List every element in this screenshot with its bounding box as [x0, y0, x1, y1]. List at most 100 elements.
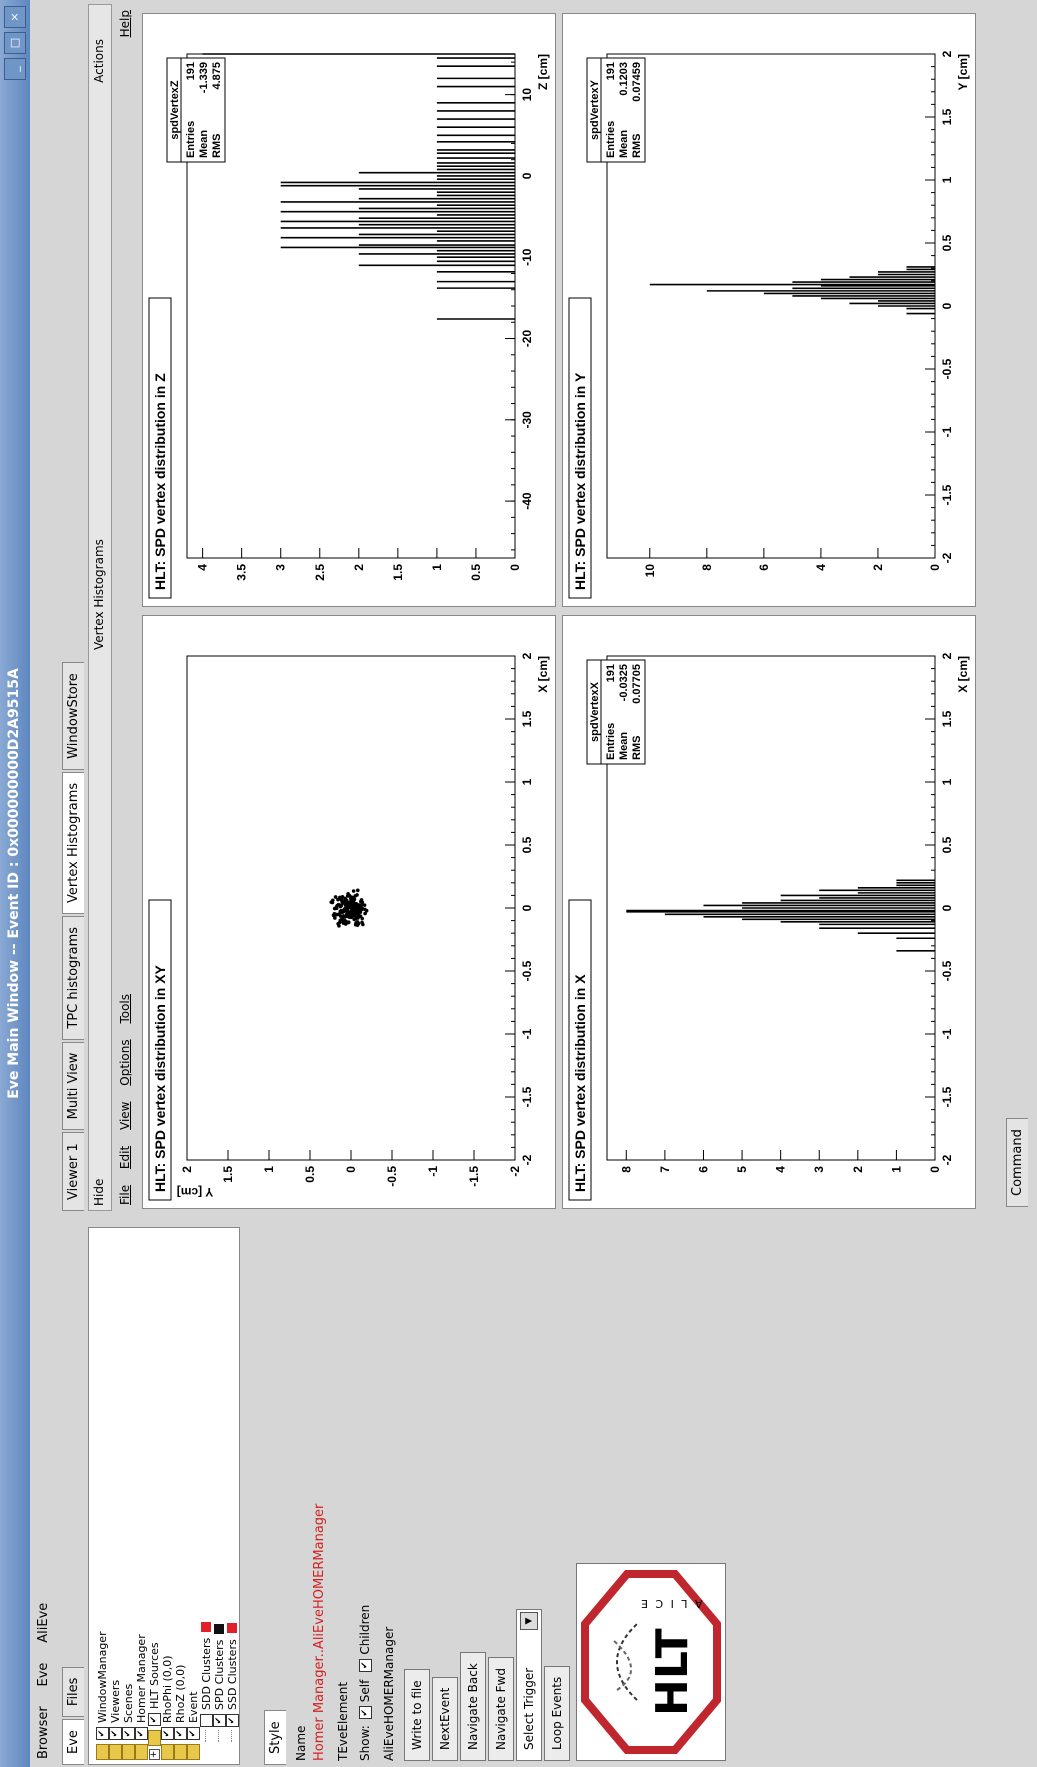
y-tick-label: 3 — [812, 1166, 826, 1173]
x-tick-label: -0.5 — [520, 960, 534, 981]
y-tick-label: 2 — [352, 564, 366, 571]
tab-multi-view[interactable]: Multi View — [62, 1041, 84, 1131]
x-tick-label: 1 — [940, 778, 954, 785]
menu-eve[interactable]: Eve — [36, 1662, 51, 1687]
canvas-menu-tools[interactable]: Tools — [118, 993, 132, 1024]
write-to-file-button[interactable]: Write to file — [404, 1669, 430, 1761]
select-trigger-dropdown[interactable]: Select Trigger ▼ — [516, 1609, 542, 1761]
scatter-point — [356, 921, 361, 926]
y-tick-label: 2 — [871, 564, 885, 571]
select-trigger-label: Select Trigger — [522, 1667, 536, 1750]
title-box — [148, 899, 172, 1201]
tree-item-checkbox[interactable]: ✔ — [225, 1714, 239, 1727]
hlt-logo-graphic — [581, 1570, 721, 1754]
pad-z[interactable]: HLT: SPD vertex distribution in Z -40 -30 -… — [142, 13, 556, 607]
close-button[interactable]: × — [4, 6, 26, 28]
y-tick-label: -0.5 — [385, 1166, 399, 1187]
tab-windowstore[interactable]: WindowStore — [62, 662, 84, 770]
chart-xy-scatter: HLT: SPD vertex distribution in XY -2 -1.5… — [148, 652, 550, 1201]
tab-tpc-histograms[interactable]: TPC histograms — [62, 915, 84, 1040]
stats-value: 4.875 — [211, 62, 223, 90]
color-swatch[interactable] — [227, 1623, 237, 1634]
x-tick-label: 1 — [940, 176, 954, 183]
chart-x-histogram: HLT: SPD vertex distribution in X -2 -1.5 -… — [568, 652, 970, 1201]
pad-y[interactable]: HLT: SPD vertex distribution in Y -2 -1.5 -… — [562, 13, 976, 607]
canvas-menu-file[interactable]: File — [118, 1184, 132, 1205]
logo-subtext: A L I C E — [639, 1597, 703, 1610]
scatter-point — [342, 907, 347, 911]
next-event-button[interactable]: NextEvent — [432, 1676, 458, 1761]
scatter-point — [332, 906, 337, 911]
scatter-point — [361, 922, 365, 927]
y-tick-label: 5 — [735, 1166, 749, 1173]
folder-icon — [186, 1744, 200, 1760]
x-tick-label: -1.5 — [940, 1086, 954, 1107]
scatter-point — [343, 902, 347, 906]
name-label: Name — [294, 1725, 308, 1761]
y-tick-label: 4 — [814, 564, 828, 571]
view-header: Hide Vertex Histograms Actions — [88, 4, 112, 1211]
tab-command[interactable]: Command — [1006, 1118, 1028, 1207]
x-tick-label: -1.5 — [940, 484, 954, 505]
hlt-alice-logo: HLT A L I C E — [576, 1563, 726, 1761]
navigate-back-button[interactable]: Navigate Back — [460, 1652, 486, 1761]
y-tick-label: -2 — [508, 1166, 522, 1177]
stats-value: -1.339 — [198, 62, 210, 93]
help-menu[interactable]: Help — [118, 10, 132, 38]
minimize-button[interactable]: _ — [4, 58, 26, 80]
scatter-point — [351, 889, 356, 893]
hide-button[interactable]: Hide — [92, 1178, 106, 1206]
name-value[interactable]: Homer Manager..AliEveHOMERManager — [312, 1503, 327, 1761]
x-tick-label: -2 — [940, 552, 954, 563]
canvas-menu-edit[interactable]: Edit — [118, 1145, 132, 1170]
x-tick-label: -10 — [520, 248, 534, 266]
chart-title: HLT: SPD vertex distribution in XY — [152, 964, 168, 1192]
actions-menu[interactable]: Actions — [92, 39, 106, 83]
tab-vertex-histograms[interactable]: Vertex Histograms — [62, 771, 84, 914]
stats-name: spdVertexZ — [169, 80, 181, 140]
scatter-point — [333, 916, 337, 920]
canvas-menu-options[interactable]: Options — [118, 1039, 132, 1086]
canvas-menu-view[interactable]: View — [118, 1101, 132, 1130]
y-tick-label: 0.5 — [469, 564, 483, 581]
scatter-point — [355, 904, 360, 909]
chart-y-histogram: HLT: SPD vertex distribution in Y -2 -1.5 -… — [568, 50, 970, 599]
chart-z-histogram: HLT: SPD vertex distribution in Z -40 -30 -… — [148, 53, 550, 599]
chevron-down-icon[interactable]: ▼ — [520, 1612, 538, 1630]
y-tick-label: 0.5 — [303, 1166, 317, 1183]
tree-item[interactable]: ✔ SSD Clusters — [223, 1623, 240, 1742]
children-checkbox[interactable]: ✔ — [358, 1658, 372, 1672]
loop-events-button[interactable]: Loop Events — [544, 1665, 570, 1761]
maximize-button[interactable]: □ — [4, 32, 26, 54]
scatter-point — [335, 912, 339, 917]
stats-key: Mean — [618, 732, 630, 760]
tab-style[interactable]: Style — [264, 1710, 286, 1765]
y-tick-label: 3 — [274, 564, 288, 571]
self-checkbox[interactable]: ✔ — [358, 1706, 372, 1720]
menu-alieve[interactable]: AliEve — [36, 1602, 51, 1643]
x-tick-label: -0.5 — [940, 960, 954, 981]
y-tick-label: 0 — [508, 564, 522, 571]
pad-xy[interactable]: HLT: SPD vertex distribution in XY -2 -1.5… — [142, 615, 556, 1209]
x-tick-label: 2 — [940, 50, 954, 57]
x-tick-label: -1 — [520, 1028, 534, 1039]
x-axis-label: Y [cm] — [956, 54, 970, 90]
navigate-fwd-button[interactable]: Navigate Fwd — [488, 1657, 514, 1761]
stats-value: 191 — [185, 62, 197, 80]
window-title: Eve Main Window -- Event ID : 0x00000000… — [6, 668, 22, 1099]
element-tree: ✔ WindowManager ✔ Viewers ✔ Scenes ✔ Homer Mana… — [88, 1227, 240, 1765]
stats-value: -0.0325 — [618, 664, 630, 701]
tab-files[interactable]: Files — [62, 1666, 84, 1718]
stats-value: 0.07705 — [631, 664, 643, 704]
scatter-point — [337, 920, 342, 925]
stats-key: Entries — [605, 723, 617, 760]
editor-panel: Style Name Homer Manager..AliEveHOMERMan… — [264, 1229, 1034, 1765]
tab-viewer-1[interactable]: Viewer 1 — [62, 1132, 84, 1211]
x-tick-label: 2 — [520, 652, 534, 659]
menu-browser[interactable]: Browser — [36, 1706, 51, 1759]
x-tick-label: -40 — [520, 492, 534, 510]
pad-x[interactable]: HLT: SPD vertex distribution in X -2 -1.5 -… — [562, 615, 976, 1209]
y-tick-label: 10 — [643, 564, 657, 578]
tab-eve[interactable]: Eve — [62, 1719, 84, 1765]
